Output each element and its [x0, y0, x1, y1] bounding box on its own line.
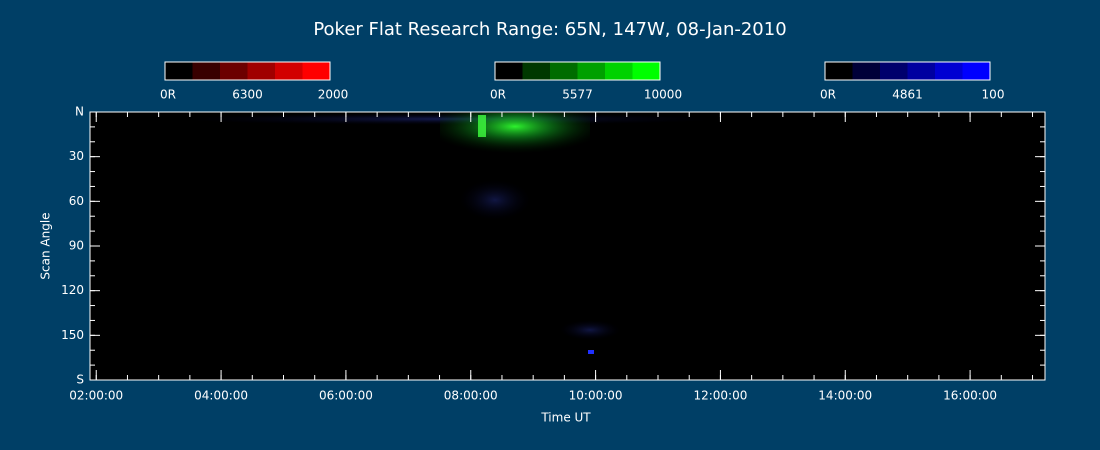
colorbar-max-label: 2000 — [318, 88, 349, 102]
glow — [560, 320, 620, 340]
x-tick-label: 12:00:00 — [693, 389, 747, 403]
x-tick-label: 08:00:00 — [444, 389, 498, 403]
x-tick-label: 06:00:00 — [319, 389, 373, 403]
colorbar-swatch — [550, 62, 578, 80]
y-tick-label: 30 — [69, 149, 84, 163]
colorbar-swatch — [247, 62, 275, 80]
x-tick-label: 16:00:00 — [943, 389, 997, 403]
y-tick-label: N — [75, 105, 84, 119]
glow — [460, 180, 530, 220]
colorbar-swatch — [907, 62, 935, 80]
colorbar-swatch — [880, 62, 908, 80]
colorbar-swatch — [302, 62, 330, 80]
aurora — [440, 113, 590, 158]
image-content — [180, 113, 720, 354]
colorbar-swatch — [825, 62, 853, 80]
speck — [588, 350, 594, 354]
colorbar-swatch — [495, 62, 523, 80]
colorbar-swatch — [935, 62, 963, 80]
y-tick-label: 90 — [69, 239, 84, 253]
y-tick-label: 150 — [61, 328, 84, 342]
colorbar-min-label: 0R — [490, 88, 506, 102]
colorbar-frame — [494, 61, 661, 81]
y-tick-label: 60 — [69, 194, 84, 208]
y-tick-label: 120 — [61, 283, 84, 297]
chart-title: Poker Flat Research Range: 65N, 147W, 08… — [313, 19, 786, 40]
colorbar-frame — [824, 61, 991, 81]
colorbar-swatch — [577, 62, 605, 80]
colorbar-line-label: 6300 — [232, 88, 263, 102]
x-tick-label: 04:00:00 — [194, 389, 248, 403]
colorbar-swatch — [220, 62, 248, 80]
colorbar-swatch — [632, 62, 660, 80]
colorbar-min-label: 0R — [820, 88, 836, 102]
colorbar-swatch — [192, 62, 220, 80]
x-tick-label: 14:00:00 — [818, 389, 872, 403]
y-axis-label: Scan Angle — [39, 212, 53, 279]
colorbar-swatch — [165, 62, 193, 80]
colorbar-line-label: 4861 — [892, 88, 923, 102]
x-tick-label: 10:00:00 — [569, 389, 623, 403]
colorbar-swatch — [522, 62, 550, 80]
colorbar-swatch — [852, 62, 880, 80]
colorbar-swatch — [605, 62, 633, 80]
colorbar-max-label: 10000 — [644, 88, 682, 102]
colorbar-max-label: 100 — [982, 88, 1005, 102]
x-axis-label: Time UT — [540, 411, 591, 425]
colorbar-swatch — [962, 62, 990, 80]
y-tick-label: S — [76, 373, 84, 387]
colorbar-line-label: 5577 — [562, 88, 593, 102]
aurora-core — [478, 115, 486, 137]
colorbar-swatch — [275, 62, 303, 80]
colorbar-frame — [164, 61, 331, 81]
x-tick-label: 02:00:00 — [69, 389, 123, 403]
colorbar-min-label: 0R — [160, 88, 176, 102]
